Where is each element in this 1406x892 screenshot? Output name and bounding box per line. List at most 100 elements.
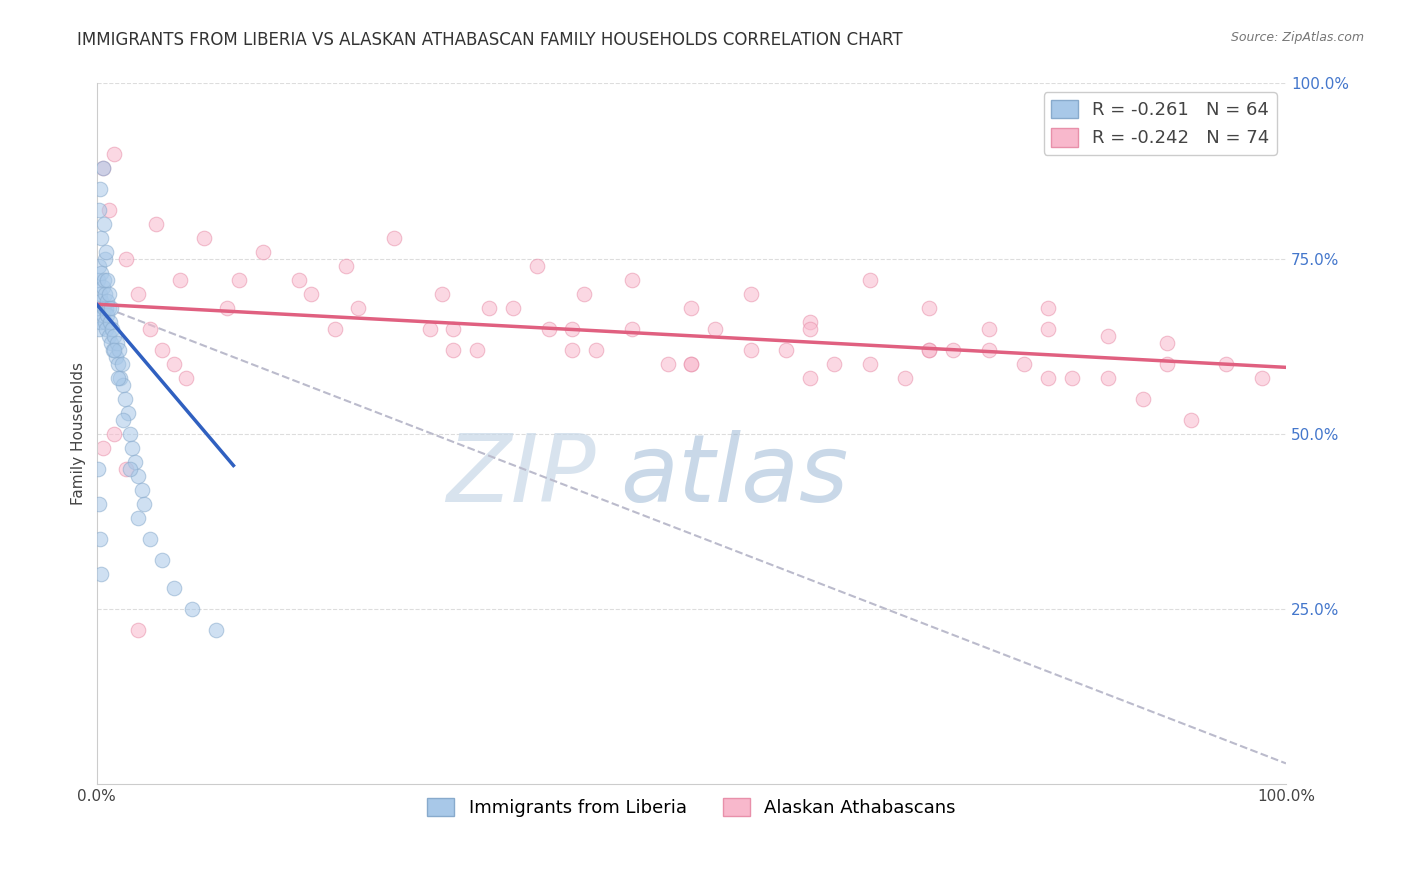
Point (93, 301, 115, 315)
Point (150, 343, 173, 357)
Point (115, 252, 138, 266)
Point (97, 301, 120, 315)
Point (96, 301, 118, 315)
Point (127, 286, 149, 301)
Point (91, 161, 114, 175)
Point (681, 357, 703, 371)
Point (89, 286, 111, 301)
Point (430, 286, 453, 301)
Point (942, 343, 965, 357)
Point (740, 286, 762, 301)
Point (89, 181, 111, 195)
Point (859, 273, 882, 287)
Point (977, 322, 1000, 336)
Point (150, 553, 173, 567)
Point (204, 624, 226, 638)
Point (977, 343, 1000, 357)
Point (87, 259, 110, 273)
Point (103, 426, 125, 441)
Point (107, 371, 129, 385)
Point (704, 322, 727, 336)
Point (740, 343, 762, 357)
Point (918, 301, 941, 315)
Point (89, 315, 111, 329)
Legend: Immigrants from Liberia, Alaskan Athabascans: Immigrants from Liberia, Alaskan Athabas… (420, 790, 963, 824)
Point (918, 343, 941, 357)
Point (97, 328, 120, 343)
Point (103, 328, 125, 343)
Point (823, 357, 845, 371)
Point (537, 322, 560, 336)
Point (98, 315, 121, 329)
Point (775, 343, 797, 357)
Point (87, 322, 110, 336)
Point (228, 273, 250, 287)
Point (299, 286, 322, 301)
Point (382, 230, 405, 244)
Point (1156, 357, 1178, 371)
Point (87, 301, 110, 315)
Point (620, 322, 643, 336)
Point (100, 301, 122, 315)
Point (131, 483, 153, 497)
Point (1215, 357, 1237, 371)
Point (87, 273, 110, 287)
Point (111, 377, 134, 392)
Point (127, 624, 149, 638)
Point (1097, 371, 1119, 385)
Point (100, 335, 122, 350)
Point (94, 286, 117, 301)
Point (335, 259, 357, 273)
Text: Source: ZipAtlas.com: Source: ZipAtlas.com (1230, 31, 1364, 45)
Point (114, 392, 136, 406)
Point (526, 259, 548, 273)
Point (657, 357, 679, 371)
Point (96, 308, 118, 322)
Point (1060, 371, 1083, 385)
Point (1097, 328, 1119, 343)
Point (94, 252, 117, 266)
Point (91, 279, 114, 293)
Point (111, 357, 134, 371)
Point (90, 266, 112, 280)
Point (127, 469, 149, 483)
Point (111, 413, 134, 427)
Point (1014, 357, 1036, 371)
Point (108, 343, 131, 357)
Point (96, 322, 118, 336)
Point (96, 293, 118, 308)
Text: ZIP: ZIP (447, 431, 596, 522)
Point (124, 455, 146, 469)
Point (87, 462, 110, 476)
Point (918, 343, 941, 357)
Point (561, 322, 583, 336)
Point (585, 343, 607, 357)
Point (121, 441, 143, 455)
Point (443, 322, 465, 336)
Point (169, 273, 191, 287)
Point (118, 426, 141, 441)
Point (94, 315, 117, 329)
Point (681, 357, 703, 371)
Point (89, 532, 111, 546)
Point (87, 497, 110, 511)
Point (103, 343, 125, 357)
Point (91, 441, 114, 455)
Point (1036, 301, 1059, 315)
Point (107, 357, 129, 371)
Point (105, 335, 128, 350)
Point (859, 357, 882, 371)
Point (1036, 322, 1059, 336)
Point (163, 581, 186, 595)
Point (139, 322, 162, 336)
Point (419, 322, 441, 336)
Point (574, 286, 596, 301)
Point (180, 602, 202, 616)
Point (799, 315, 821, 329)
Point (443, 343, 465, 357)
Point (288, 273, 311, 287)
Text: IMMIGRANTS FROM LIBERIA VS ALASKAN ATHABASCAN FAMILY HOUSEHOLDS CORRELATION CHAR: IMMIGRANTS FROM LIBERIA VS ALASKAN ATHAB… (77, 31, 903, 49)
Point (347, 301, 370, 315)
Point (103, 343, 125, 357)
Y-axis label: Family Households: Family Households (72, 362, 86, 506)
